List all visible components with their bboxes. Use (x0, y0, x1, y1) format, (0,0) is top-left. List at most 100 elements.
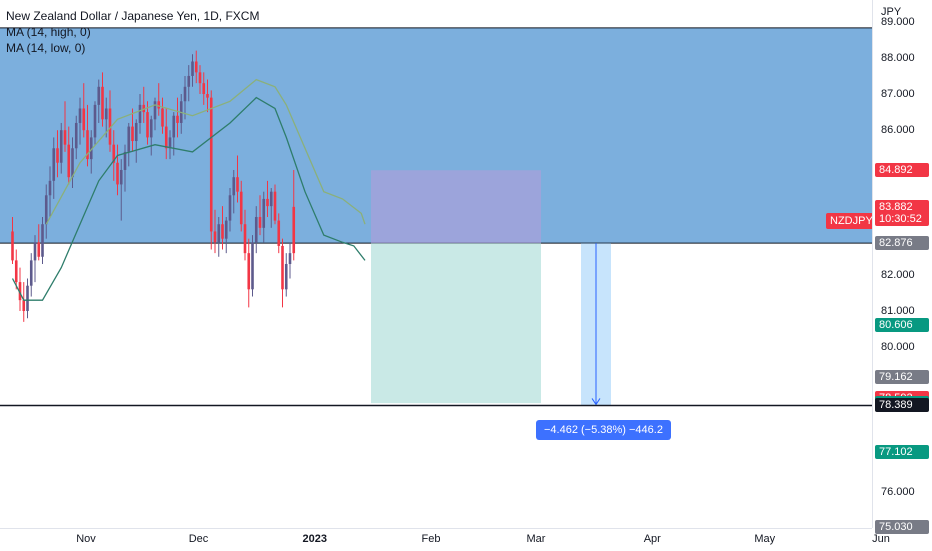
candle-body (157, 101, 161, 109)
candle-body (33, 242, 37, 261)
candle-body (213, 231, 217, 243)
candle-body (161, 108, 164, 127)
candle-body (183, 86, 187, 102)
price-tag-value: 82.876 (879, 237, 913, 250)
price-axis-label: 81.000 (881, 305, 915, 317)
candle-body (146, 112, 149, 138)
candle-body (206, 94, 209, 98)
price-tag: 80.606 (875, 318, 929, 333)
candle-body (221, 224, 224, 239)
candle-body (277, 220, 281, 246)
time-axis-label: Jun (872, 533, 890, 545)
candle-body (232, 177, 236, 196)
price-tag-value: 77.102 (879, 445, 913, 458)
legend-ma-high: MA (14, high, 0) (6, 25, 91, 39)
candle-body (138, 104, 142, 123)
price-tag: 75.030 (875, 519, 929, 534)
candle-body (116, 162, 119, 185)
candle-body (14, 260, 18, 283)
candle-body (67, 144, 71, 178)
candle-body (168, 137, 172, 149)
candle-body (108, 108, 112, 145)
candle-body (74, 122, 78, 149)
candle-body (127, 126, 131, 152)
candle-body (56, 148, 59, 163)
candle-body (236, 177, 239, 192)
measure-layer (581, 243, 611, 406)
candle-body (22, 300, 26, 312)
candle-body (209, 97, 213, 232)
time-axis-label: Feb (421, 533, 441, 545)
candle-body (254, 216, 258, 243)
candle-body (101, 86, 104, 120)
currency-label: JPY (881, 6, 902, 18)
price-tag: 77.102 (875, 444, 929, 459)
candle-body (71, 148, 74, 178)
candle-body (26, 285, 29, 312)
candle-body (104, 108, 108, 120)
ma-layer (11, 78, 366, 301)
candle-body (288, 253, 292, 264)
candle-body (112, 144, 116, 163)
price-tag: 78.389 (875, 398, 929, 413)
candle-body (119, 169, 123, 185)
candle-body (86, 130, 89, 160)
candle-body (258, 216, 262, 228)
price-tag-value: 79.162 (879, 371, 913, 384)
symbol-tag: NZDJPY (826, 213, 872, 229)
candle-body (131, 126, 134, 142)
price-tag-countdown: 10:30:52 (879, 212, 922, 225)
candle-body (11, 231, 14, 261)
price-tag-value: 84.892 (879, 164, 913, 177)
chart-legend: New Zealand Dollar / Japanese Yen, 1D, F… (6, 8, 259, 56)
candle-body (202, 83, 206, 95)
legend-title: New Zealand Dollar / Japanese Yen, 1D, F… (6, 9, 260, 23)
candle-body (262, 198, 266, 228)
time-axis-label: 2023 (302, 533, 327, 545)
price-axis-label: 76.000 (881, 485, 915, 498)
candle-body (153, 101, 157, 120)
chart-area[interactable]: New Zealand Dollar / Japanese Yen, 1D, F… (0, 0, 872, 528)
candle-body (198, 72, 202, 84)
candle-body (281, 245, 284, 290)
time-axis-label: Nov (76, 533, 96, 545)
candle-body (176, 115, 179, 123)
candle-body (292, 206, 296, 254)
ma-low-line (11, 96, 366, 301)
time-axis-label: May (754, 533, 776, 545)
candle-body (247, 253, 251, 290)
price-tag: 83.882 10:30:52 (875, 199, 929, 226)
candle-body (269, 191, 273, 207)
candle-body (273, 191, 277, 221)
stop-zone (371, 170, 541, 244)
price-tag-value: 80.606 (879, 319, 913, 332)
price-scale[interactable]: JPY 89.000 88.000 87.000 86.000 82.000 81.000… (872, 0, 932, 534)
price-tag-value: 78.389 (879, 399, 913, 412)
candle-body (251, 242, 254, 290)
candle-body (217, 224, 221, 243)
candle-body (52, 148, 56, 181)
price-axis-label: 80.000 (881, 341, 915, 354)
candle-body (41, 224, 44, 257)
candle-body (164, 126, 168, 149)
candle-body (89, 137, 93, 160)
price-tag: 84.892 (875, 163, 929, 178)
candle-body (284, 264, 288, 290)
time-axis-label: Apr (643, 533, 661, 545)
time-scale[interactable]: Nov Dec 2023 Feb Mar Apr May Jun (0, 528, 890, 551)
candle-body (172, 115, 176, 138)
candle-body (134, 122, 138, 142)
measure-label: −4.462 (−5.38%) −446.2 (536, 420, 671, 440)
candle-body (142, 104, 146, 113)
candle-body (78, 108, 82, 123)
candle-body (63, 130, 67, 145)
candle-body (266, 198, 269, 207)
position-layer (371, 170, 541, 404)
candle-body (37, 242, 41, 257)
candle-body (59, 130, 63, 163)
candle-body (93, 104, 97, 138)
price-axis-label: 86.000 (881, 124, 915, 137)
price-axis-label: 88.000 (881, 51, 915, 64)
candle-body (243, 224, 247, 254)
candle-body (149, 119, 153, 138)
